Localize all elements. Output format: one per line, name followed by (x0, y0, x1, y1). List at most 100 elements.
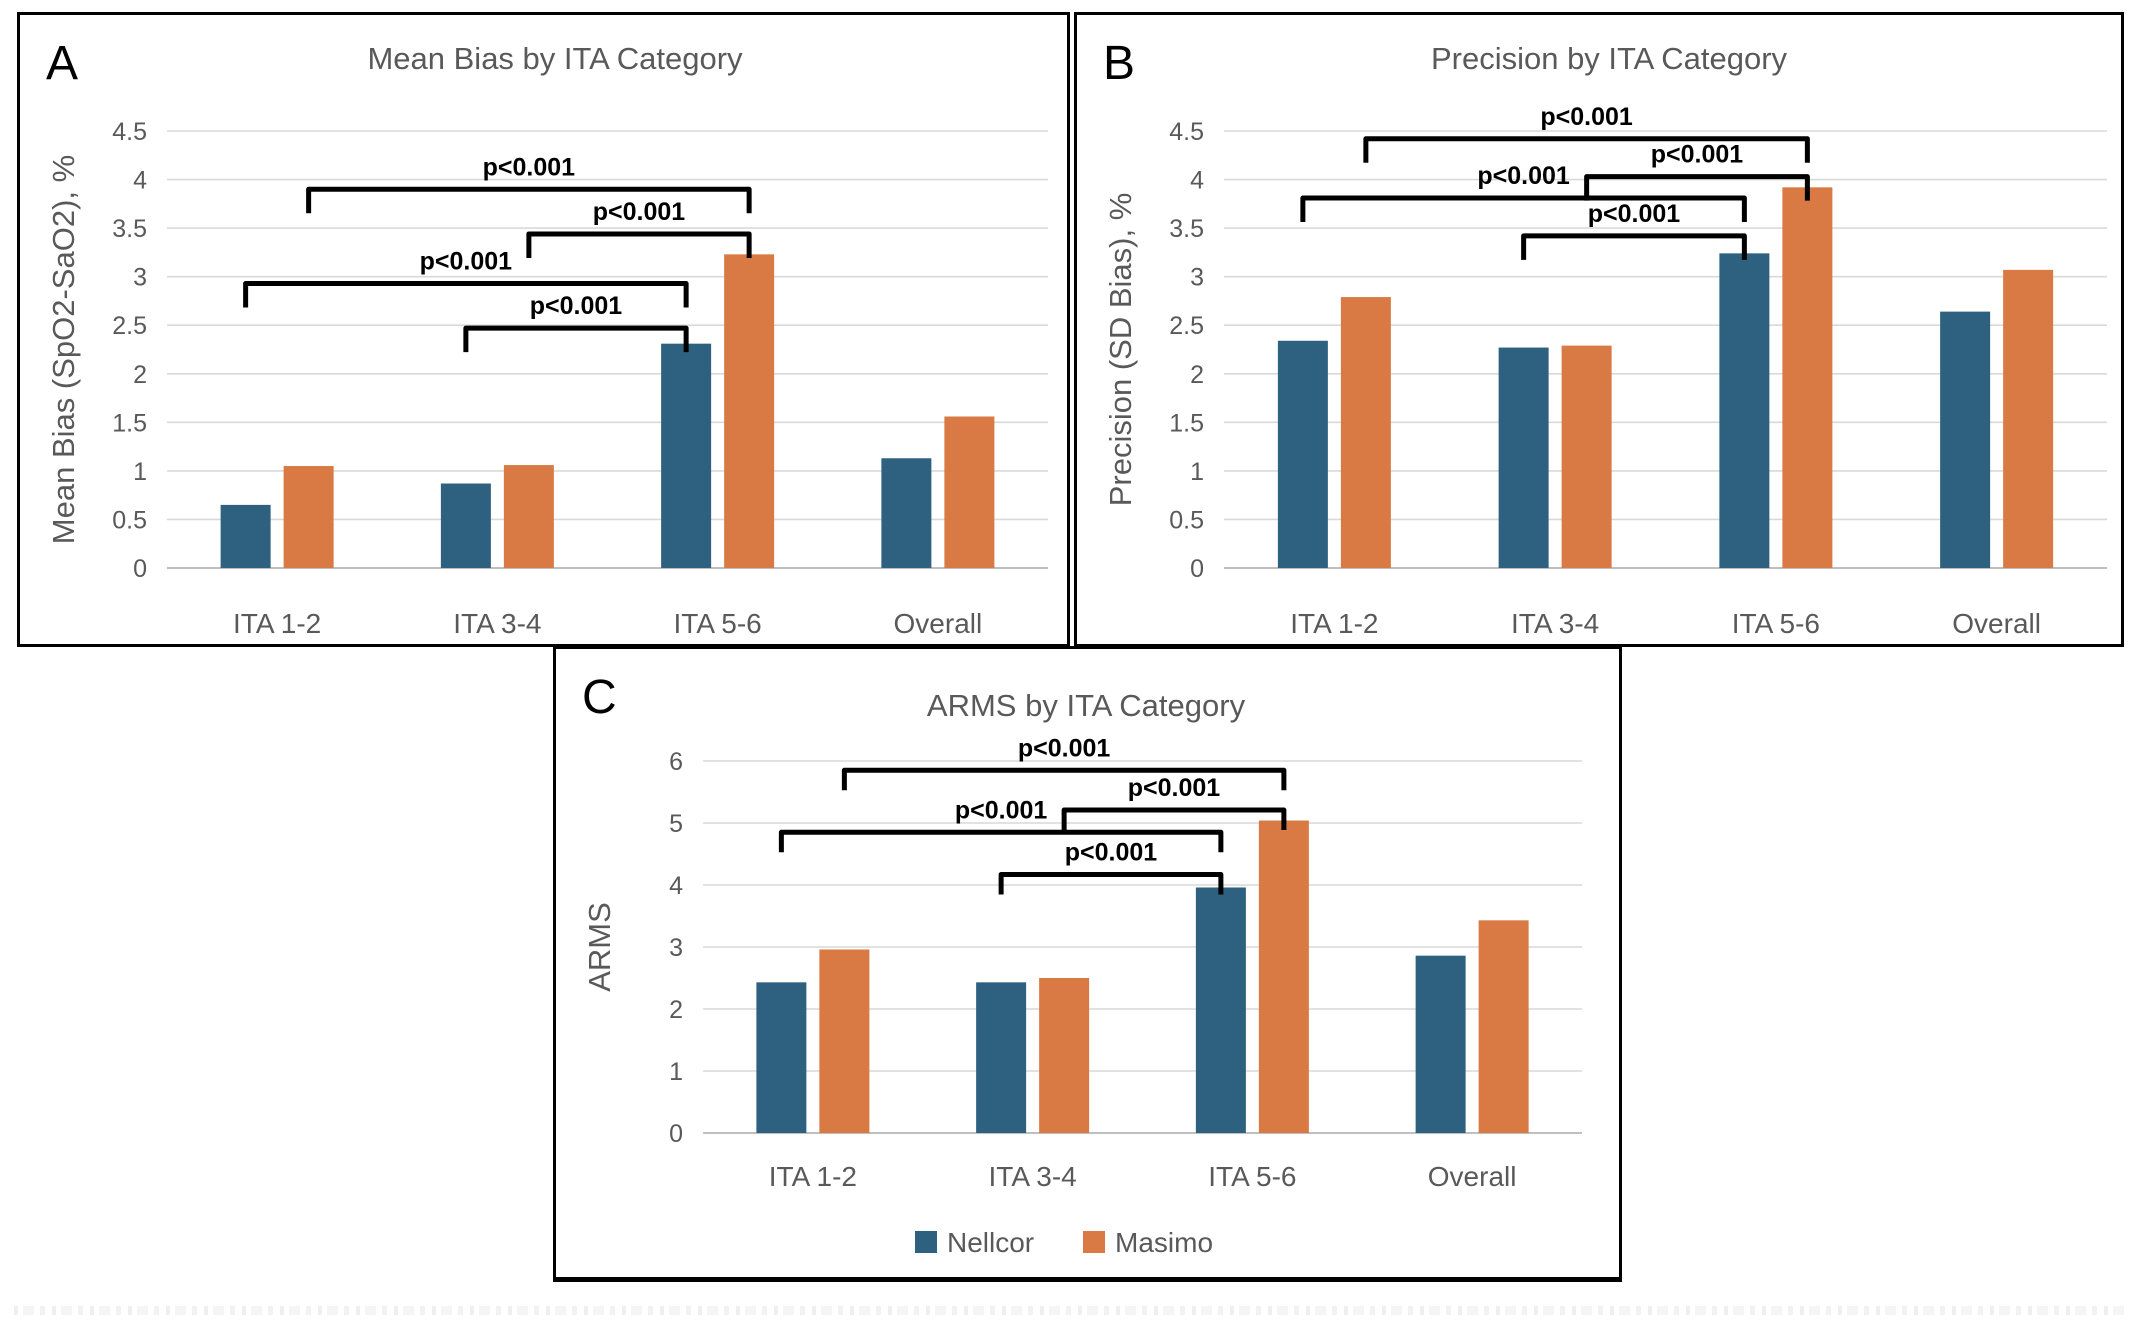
significance-label: p<0.001 (1018, 734, 1111, 762)
y-tick-label: 2 (669, 996, 683, 1024)
significance-label: p<0.001 (1651, 141, 1744, 169)
significance-label: p<0.001 (593, 198, 686, 226)
bar-nellcor-ita-5-6 (661, 343, 712, 568)
y-axis-title: Precision (SD Bias), % (1103, 193, 1138, 507)
chart-title: ARMS by ITA Category (927, 688, 1246, 723)
chart-title: Precision by ITA Category (1431, 41, 1788, 76)
y-tick-label: 0.5 (1169, 506, 1204, 534)
panel-letter: A (46, 37, 78, 90)
y-tick-label: 4 (669, 872, 683, 900)
bar-masimo-ita-5-6 (1258, 820, 1309, 1133)
bar-masimo-ita-3-4 (1039, 978, 1090, 1133)
y-tick-label: 3.5 (1169, 215, 1204, 243)
bar-nellcor-ita-1-2 (220, 504, 271, 568)
category-label: ITA 3-4 (989, 1161, 1077, 1192)
category-label: ITA 1-2 (769, 1161, 857, 1192)
legend-swatch-nellcor-icon (915, 1231, 937, 1253)
legend-label-nellcor: Nellcor (947, 1227, 1034, 1258)
bar-masimo-overall (944, 416, 995, 568)
category-label: ITA 3-4 (1511, 608, 1599, 639)
category-label: Overall (1952, 608, 2041, 639)
significance-bracket (243, 280, 689, 308)
bar-nellcor-ita-5-6 (1719, 253, 1770, 569)
category-label: Overall (1428, 1161, 1517, 1192)
significance-bracket (1584, 174, 1810, 201)
y-tick-label: 2 (1190, 361, 1204, 389)
significance-label: p<0.001 (1065, 838, 1158, 866)
y-tick-label: 5 (669, 810, 683, 838)
y-axis-title: ARMS (582, 902, 617, 992)
y-tick-label: 1 (133, 458, 147, 486)
category-label: Overall (894, 608, 983, 639)
significance-bracket (778, 829, 1224, 853)
significance-bracket (306, 186, 752, 214)
bar-masimo-ita-1-2 (1340, 297, 1391, 568)
panel-letter: B (1103, 37, 1135, 90)
bar-nellcor-overall (1415, 955, 1466, 1133)
chart-svg-a: 0 0.5 1 1.5 2 2.5 3 3.5 4 4.5 ITA 1-2 ITA 3-4 ITA 5-… (46, 37, 1048, 639)
y-tick-label: 0 (669, 1120, 683, 1148)
y-tick-label: 3 (133, 264, 147, 292)
bar-nellcor-ita-5-6 (1195, 887, 1246, 1133)
y-tick-label: 2.5 (112, 312, 147, 340)
bar-masimo-ita-3-4 (503, 465, 554, 568)
bar-nellcor-ita-3-4 (440, 483, 491, 568)
category-label: ITA 5-6 (1208, 1161, 1296, 1192)
significance-label: p<0.001 (1588, 200, 1681, 228)
y-tick-label: 2 (133, 361, 147, 389)
y-tick-label: 4 (133, 167, 147, 195)
significance-label: p<0.001 (1128, 774, 1221, 802)
y-tick-label: 1.5 (1169, 409, 1204, 437)
bar-nellcor-overall (881, 458, 932, 568)
category-label: ITA 5-6 (674, 608, 762, 639)
y-tick-label: 4 (1190, 167, 1204, 195)
chart-svg-b: 0 0.5 1 1.5 2 2.5 3 3.5 4 4.5 ITA 1-2 ITA 3-4 ITA 5-… (1103, 37, 2107, 639)
y-tick-label: 3 (669, 934, 683, 962)
significance-bracket (1521, 233, 1747, 260)
bar-nellcor-ita-1-2 (1277, 340, 1328, 568)
chart-svg-c: 0 1 2 3 4 5 6 ITA 1-2 ITA 3-4 ITA 5-6 Overall p<0.0… (582, 671, 1582, 1258)
significance-label: p<0.001 (420, 247, 513, 275)
bar-nellcor-overall (1940, 311, 1991, 568)
chart-panel-c: 0 1 2 3 4 5 6 ITA 1-2 ITA 3-4 ITA 5-6 Overall p<0.0… (553, 646, 1622, 1282)
significance-bracket (998, 871, 1224, 895)
legend-label-masimo: Masimo (1115, 1227, 1213, 1258)
bar-masimo-ita-5-6 (1782, 187, 1833, 568)
bar-nellcor-ita-1-2 (756, 982, 807, 1133)
y-tick-label: 0 (1190, 555, 1204, 583)
y-tick-label: 2.5 (1169, 312, 1204, 340)
category-label: ITA 5-6 (1732, 608, 1820, 639)
chart-title: Mean Bias by ITA Category (367, 41, 743, 76)
bar-masimo-ita-3-4 (1561, 345, 1612, 568)
chart-panel-a: 0 0.5 1 1.5 2 2.5 3 3.5 4 4.5 ITA 1-2 ITA 3-4 ITA 5-… (17, 12, 1070, 647)
y-tick-label: 6 (669, 748, 683, 776)
bar-masimo-ita-5-6 (724, 254, 775, 568)
significance-bracket (1061, 807, 1287, 830)
bar-masimo-overall (1478, 920, 1529, 1133)
significance-bracket (463, 325, 689, 353)
category-label: ITA 3-4 (453, 608, 541, 639)
bar-nellcor-ita-3-4 (976, 982, 1027, 1133)
bar-masimo-overall (2003, 269, 2054, 568)
significance-bracket (841, 767, 1287, 791)
significance-bracket (1363, 136, 1810, 163)
chart-panel-b: 0 0.5 1 1.5 2 2.5 3 3.5 4 4.5 ITA 1-2 ITA 3-4 ITA 5-… (1074, 12, 2124, 647)
panel-letter: C (582, 671, 617, 724)
y-tick-label: 4.5 (1169, 118, 1204, 146)
category-label: ITA 1-2 (1290, 608, 1378, 639)
significance-label: p<0.001 (483, 153, 576, 181)
y-tick-label: 3 (1190, 264, 1204, 292)
significance-bracket (1300, 195, 1747, 223)
significance-bracket (526, 231, 752, 258)
significance-label: p<0.001 (530, 292, 623, 320)
legend-swatch-masimo-icon (1083, 1231, 1105, 1253)
category-label: ITA 1-2 (233, 608, 321, 639)
significance-label: p<0.001 (955, 796, 1048, 824)
cropped-caption-text-remnant (14, 1306, 2126, 1315)
y-tick-label: 3.5 (112, 215, 147, 243)
y-tick-label: 4.5 (112, 118, 147, 146)
bar-nellcor-ita-3-4 (1498, 347, 1549, 568)
bar-masimo-ita-1-2 (819, 949, 870, 1133)
y-tick-label: 1.5 (112, 409, 147, 437)
